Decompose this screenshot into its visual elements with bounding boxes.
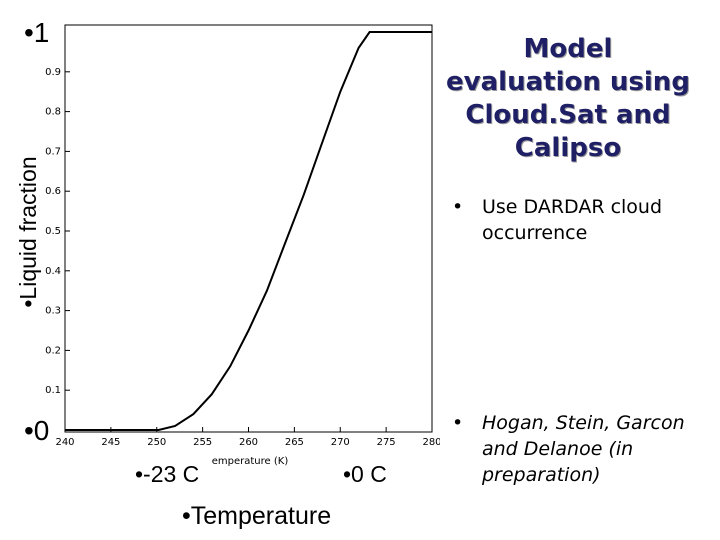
bullet-marker: • [452, 196, 464, 218]
slide-title: Model evaluation using Cloud.Sat and Cal… [446, 34, 690, 163]
x-tick-label: 240 [55, 437, 74, 448]
liquid-fraction-chart: 0.1 0.2 0.3 0.4 0.5 0.6 0.7 0.8 0.9 240 245 250 255… [15, 17, 440, 530]
bullet-text: Hogan, Stein, Garcon and Delanoe (in pre… [482, 412, 685, 486]
temperature-annotation: •Temperature [182, 502, 331, 530]
y-tick-label: 0.5 [45, 226, 61, 237]
x-tick-label: 275 [377, 437, 396, 448]
y-tick-label: 0.4 [45, 266, 61, 277]
bullet-text: Use DARDAR cloud occurrence [482, 196, 663, 244]
liquid-fraction-line [65, 31, 432, 431]
y-tick-label: 0.1 [45, 385, 61, 396]
x-tick-label: 260 [239, 437, 258, 448]
zero-c-annotation: •0 C [343, 461, 387, 487]
bullet-marker: • [452, 412, 464, 434]
plot-frame [64, 24, 433, 433]
y-tick-label: 0.6 [45, 186, 61, 197]
y-tick-label: 0.7 [45, 146, 61, 157]
x-tick-label: 245 [101, 437, 120, 448]
minus-23c-annotation: •-23 C [135, 461, 199, 487]
y-tick-label: 0.2 [45, 345, 61, 356]
tick-marks [64, 71, 433, 432]
y-axis-big-label: •Liquid fraction [15, 156, 41, 307]
bullet-1: • Use DARDAR cloud occurrence [452, 194, 702, 246]
x-tick-label: 250 [147, 437, 166, 448]
x-tick-labels: 240 245 250 255 260 265 270 275 280 [55, 437, 440, 448]
y-tick-labels: 0.1 0.2 0.3 0.4 0.5 0.6 0.7 0.8 0.9 [45, 67, 61, 396]
x-tick-label: 255 [193, 437, 212, 448]
y-tick-label: 0.9 [45, 67, 61, 78]
y-bottom-annotation: •0 [24, 415, 49, 446]
bullet-2: • Hogan, Stein, Garcon and Delanoe (in p… [452, 410, 702, 488]
y-top-annotation: •1 [24, 17, 49, 48]
y-tick-label: 0.8 [45, 107, 61, 118]
x-tick-label: 265 [285, 437, 304, 448]
x-tick-label: 280 [422, 437, 440, 448]
x-axis-label: emperature (K) [212, 456, 289, 467]
y-tick-label: 0.3 [45, 306, 61, 317]
x-tick-label: 270 [331, 437, 350, 448]
